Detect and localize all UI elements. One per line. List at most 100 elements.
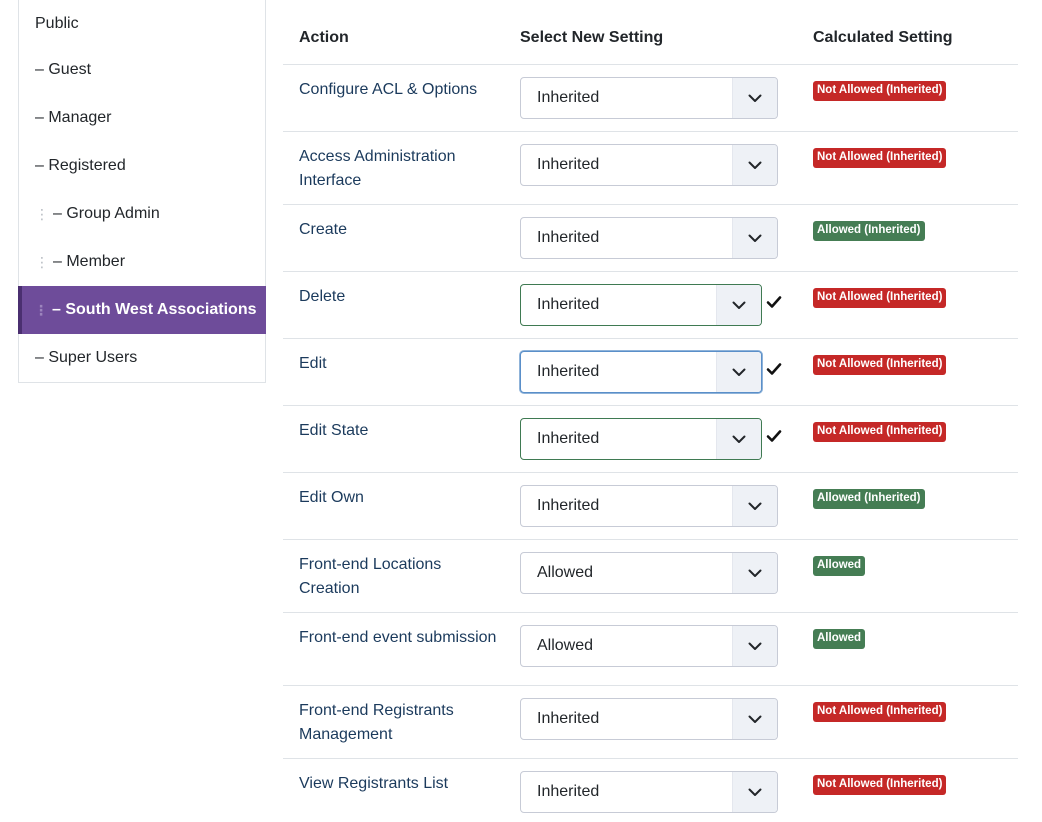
group-item-public[interactable]: Public — [19, 0, 265, 46]
permission-select[interactable]: Inherited — [520, 771, 778, 813]
user-group-tree: Public – Guest – Manager – Registered ⋮ –… — [18, 0, 266, 383]
action-name: Configure ACL & Options — [299, 81, 478, 98]
calculated-cell: Not Allowed (Inherited) — [798, 406, 1018, 442]
group-item-super-users[interactable]: – Super Users — [19, 334, 265, 382]
calculated-cell: Allowed (Inherited) — [798, 473, 1018, 509]
table-row: Edit Inherited Not Allowed (Inherited) — [283, 339, 1018, 406]
chevron-down-icon — [732, 626, 777, 666]
checkmark-icon — [766, 294, 782, 310]
action-name: Edit State — [299, 422, 369, 439]
select-value: Inherited — [537, 430, 600, 447]
select-value: Inherited — [537, 229, 600, 246]
chevron-down-icon — [732, 145, 777, 185]
select-value: Inherited — [537, 497, 600, 514]
header-action: Action — [299, 29, 349, 46]
permission-select[interactable]: Inherited — [520, 284, 762, 326]
table-header: Action Select New Setting Calculated Set… — [283, 12, 1018, 65]
group-item-member[interactable]: ⋮ – Member — [19, 238, 265, 286]
group-item-south-west-associations[interactable]: ⋮ – South West Associations — [18, 286, 266, 334]
action-name: Edit — [299, 355, 327, 372]
chevron-down-icon — [732, 486, 777, 526]
calculated-setting-badge: Not Allowed (Inherited) — [813, 775, 947, 795]
permission-select[interactable]: Inherited — [520, 217, 778, 259]
table-row: Create Inherited Allowed (Inherited) — [283, 205, 1018, 272]
calculated-setting-badge: Allowed (Inherited) — [813, 489, 925, 509]
calculated-cell: Not Allowed (Inherited) — [798, 686, 1018, 722]
select-value: Allowed — [537, 637, 594, 654]
chevron-down-icon — [716, 419, 761, 459]
group-item-manager[interactable]: – Manager — [19, 94, 265, 142]
calculated-setting-badge: Not Allowed (Inherited) — [813, 355, 947, 375]
calculated-setting-badge: Allowed (Inherited) — [813, 221, 925, 241]
setting-cell: Allowed — [504, 540, 798, 594]
setting-cell: Inherited — [504, 473, 798, 527]
table-row: Edit Own Inherited Allowed (Inherited) — [283, 473, 1018, 540]
permission-select[interactable]: Allowed — [520, 552, 778, 594]
permission-select[interactable]: Inherited — [520, 351, 762, 393]
setting-cell: Inherited — [504, 406, 798, 460]
setting-cell: Allowed — [504, 613, 798, 667]
setting-cell: Inherited — [504, 339, 798, 393]
chevron-down-icon — [732, 78, 777, 118]
chevron-down-icon — [716, 352, 761, 392]
action-name: Access Administration Interface — [299, 148, 456, 189]
calculated-setting-badge: Not Allowed (Inherited) — [813, 81, 947, 101]
action-name: Front-end Locations Creation — [299, 556, 442, 597]
action-name: Edit Own — [299, 489, 364, 506]
drag-handle-icon: ⋮ — [35, 254, 49, 270]
group-item-registered[interactable]: – Registered — [19, 142, 265, 190]
calculated-cell: Allowed (Inherited) — [798, 205, 1018, 241]
drag-handle-icon: ⋮ — [35, 206, 49, 222]
header-calculated-setting: Calculated Setting — [813, 29, 953, 46]
permission-select[interactable]: Inherited — [520, 485, 778, 527]
select-value: Inherited — [537, 296, 600, 313]
calculated-cell: Allowed — [798, 613, 1018, 649]
permission-select[interactable]: Inherited — [520, 77, 778, 119]
permissions-table: Action Select New Setting Calculated Set… — [283, 12, 1018, 822]
table-row: Front-end Registrants Management Inherite… — [283, 686, 1018, 759]
calculated-cell: Not Allowed (Inherited) — [798, 339, 1018, 375]
action-name: Create — [299, 221, 348, 238]
table-row: Access Administration Interface Inherited… — [283, 132, 1018, 205]
table-row: Delete Inherited Not Allowed (Inherited) — [283, 272, 1018, 339]
select-value: Inherited — [537, 156, 600, 173]
permission-select[interactable]: Inherited — [520, 418, 762, 460]
action-name: Delete — [299, 288, 346, 305]
group-item-group-admin[interactable]: ⋮ – Group Admin — [19, 190, 265, 238]
group-label: Public — [35, 15, 79, 32]
group-label: – South West Associations — [52, 301, 257, 318]
table-body: Configure ACL & Options Inherited Not Allo… — [283, 65, 1018, 822]
calculated-cell: Not Allowed (Inherited) — [798, 65, 1018, 101]
group-label: – Super Users — [35, 349, 138, 366]
action-name: Front-end event submission — [299, 629, 497, 646]
select-value: Inherited — [537, 89, 600, 106]
calculated-setting-badge: Not Allowed (Inherited) — [813, 288, 947, 308]
select-value: Allowed — [537, 564, 594, 581]
drag-handle-icon: ⋮ — [34, 302, 48, 318]
chevron-down-icon — [732, 772, 777, 812]
group-item-guest[interactable]: – Guest — [19, 46, 265, 94]
calculated-cell: Not Allowed (Inherited) — [798, 132, 1018, 168]
setting-cell: Inherited — [504, 686, 798, 740]
checkmark-icon — [766, 428, 782, 444]
group-label: – Guest — [35, 61, 92, 78]
calculated-cell: Not Allowed (Inherited) — [798, 759, 1018, 795]
group-label: – Registered — [35, 157, 126, 174]
setting-cell: Inherited — [504, 272, 798, 326]
chevron-down-icon — [732, 553, 777, 593]
table-row: Configure ACL & Options Inherited Not Allo… — [283, 65, 1018, 132]
calculated-cell: Not Allowed (Inherited) — [798, 272, 1018, 308]
permission-select[interactable]: Allowed — [520, 625, 778, 667]
calculated-setting-badge: Not Allowed (Inherited) — [813, 422, 947, 442]
table-row: Front-end Locations Creation Allowed Allow… — [283, 540, 1018, 613]
permission-select[interactable]: Inherited — [520, 144, 778, 186]
header-select-new-setting: Select New Setting — [520, 29, 664, 46]
calculated-setting-badge: Allowed — [813, 556, 866, 576]
table-row: Front-end event submission Allowed Allowed — [283, 613, 1018, 686]
checkmark-icon — [766, 361, 782, 377]
setting-cell: Inherited — [504, 132, 798, 186]
calculated-cell: Allowed — [798, 540, 1018, 576]
permission-select[interactable]: Inherited — [520, 698, 778, 740]
group-label: – Manager — [35, 109, 112, 126]
